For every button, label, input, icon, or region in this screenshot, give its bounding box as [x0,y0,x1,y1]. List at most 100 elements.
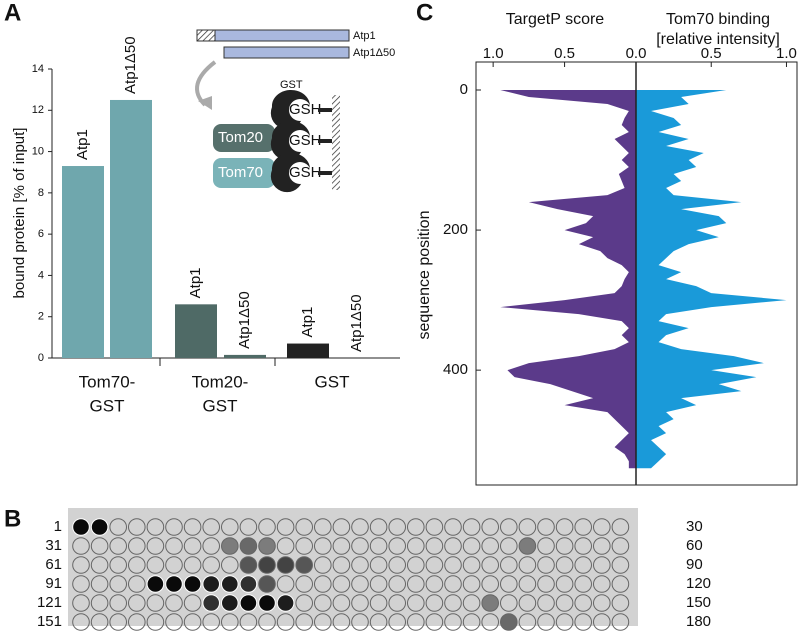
area [500,90,636,469]
spot [555,575,574,593]
spot [462,537,481,555]
spot [500,518,518,536]
spot [369,594,388,612]
y-tick-label: 8 [38,187,44,199]
spot [481,594,500,612]
row-start-label: 121 [37,594,62,611]
spot [407,575,425,593]
bar [175,304,217,358]
panel-label: B [4,505,21,532]
spot [537,537,555,555]
row-end-label: 120 [686,575,711,592]
spot [165,575,183,593]
spot [258,613,276,631]
spot [462,556,481,574]
tag-label: GST [280,79,303,91]
spot [537,594,555,612]
spots [72,518,630,631]
row-start-label: 31 [45,537,62,554]
spot [72,537,90,555]
spot [388,594,407,612]
construct-label: Atp1Δ50 [353,47,395,59]
spot [258,556,276,574]
y-tick-label: 0 [460,81,468,98]
spot [481,518,500,536]
spot [128,537,146,555]
spot [388,518,407,536]
group-label: Tom20- [192,372,249,391]
spot [314,613,332,631]
spot [500,556,518,574]
spot [258,518,276,536]
spot [128,518,146,536]
spot [425,613,444,631]
y-tick-label: 10 [32,145,44,157]
spot [611,518,630,536]
spot [444,537,462,555]
spot [295,575,314,593]
y-tick-label: 200 [443,221,468,238]
spot [295,594,314,612]
group-label: Tom70- [79,372,136,391]
row-end-label: 60 [686,537,703,554]
spot [500,594,518,612]
spot [128,594,146,612]
spot [611,594,630,612]
spot [295,556,314,574]
spot [332,613,351,631]
spot [555,556,574,574]
spot [276,537,295,555]
spot [611,537,630,555]
spot [425,556,444,574]
spot [314,518,332,536]
group-label: GST [203,396,238,415]
row-end-label: 180 [686,613,711,630]
x-tick-label: 0.5 [554,45,575,62]
row-start-label: 1 [54,518,62,535]
spot [72,575,90,593]
spot [537,518,555,536]
y-tick-label: 12 [32,104,44,116]
spot [407,537,425,555]
receptor-label: Tom70 [218,164,263,181]
spot [518,613,537,631]
ligand-label: GSH [289,101,322,118]
spot [593,537,611,555]
spot [518,594,537,612]
spot [146,518,165,536]
spot [221,556,239,574]
spot [574,613,593,631]
spot [555,594,574,612]
bar [110,99,152,358]
spot [407,556,425,574]
spot [388,537,407,555]
spot [239,594,258,612]
spot [425,518,444,536]
spot [351,613,369,631]
spot [239,575,258,593]
spot [500,537,518,555]
spot [574,594,593,612]
spot [611,575,630,593]
group-label: GST [315,372,350,391]
spot [574,575,593,593]
spot [500,613,518,631]
spot [537,575,555,593]
spot [481,613,500,631]
spot [332,537,351,555]
spot [462,613,481,631]
spot [109,556,127,574]
spot [500,575,518,593]
spot [202,613,220,631]
spot [183,594,202,612]
row-end-label: 150 [686,594,711,611]
x2-tick-label: 0.0 [626,45,647,62]
area [636,90,787,469]
receptor-label: Tom20 [218,129,263,146]
y-tick-label: 0 [38,352,44,364]
y-tick-label: 6 [38,228,44,240]
spot [351,594,369,612]
x-tick-label: 1.0 [483,45,504,62]
ligand-label: GSH [289,132,322,149]
